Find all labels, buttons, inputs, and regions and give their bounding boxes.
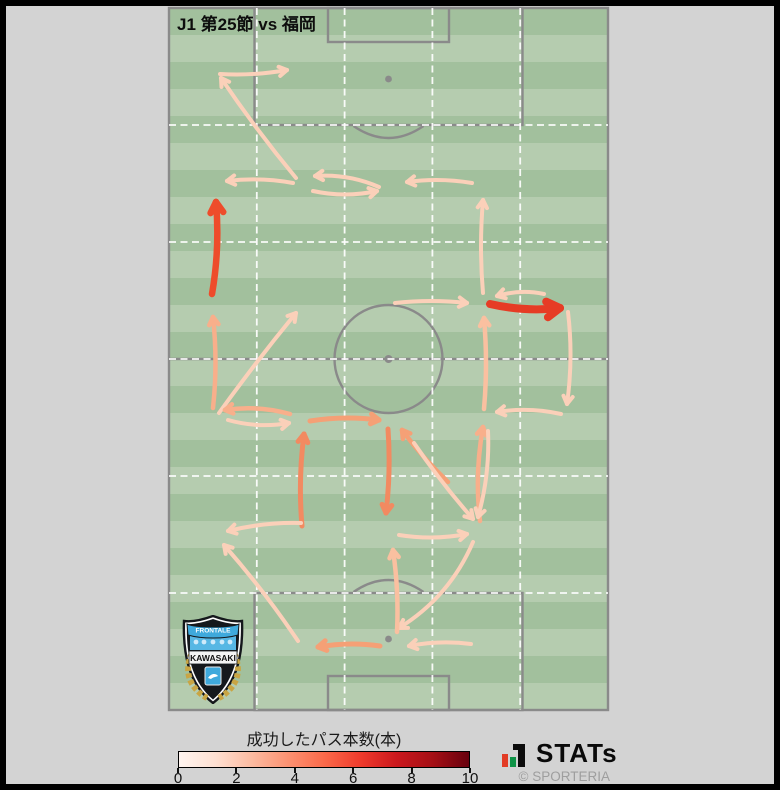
pass-arrow [475, 198, 489, 295]
colorbar-tick [410, 768, 413, 773]
pass-arrow [219, 76, 298, 180]
pass-arrow [495, 287, 546, 301]
pass-arrow [561, 310, 575, 406]
pass-arrows [206, 64, 575, 653]
laurel-left [185, 651, 209, 701]
pass-arrow [407, 637, 473, 652]
pass-arrow [295, 431, 311, 529]
colorbar-tick [235, 768, 238, 773]
pass-arrow [225, 173, 295, 187]
pass-arrow [486, 297, 564, 322]
pass-arrow [311, 186, 379, 200]
pass-arrow [226, 417, 291, 431]
pass-arrow [473, 429, 491, 519]
colorbar [178, 751, 470, 768]
crest-ribbon-text: FRONTALE [196, 628, 232, 635]
colorbar-tick-label: 10 [461, 770, 479, 787]
pass-arrow [405, 174, 474, 188]
pass-arrow [477, 315, 492, 412]
colorbar-tick [293, 768, 296, 773]
colorbar-tick-label: 2 [232, 770, 241, 787]
sporteria-copyright: © SPORTERIA [518, 769, 610, 784]
colorbar-tick [177, 768, 179, 773]
pass-arrow [397, 540, 475, 630]
pass-arrow [307, 411, 382, 427]
chart-title: J1 第25節 vs 福岡 [177, 15, 316, 34]
crest-ribbon [186, 623, 240, 639]
pass-arrow [222, 402, 293, 417]
pass-arrow [217, 311, 298, 415]
pass-arrow [379, 426, 395, 516]
laurel-right [217, 651, 241, 701]
pass-arrow [495, 404, 563, 418]
pass-arrow [315, 638, 383, 653]
pitch-stripes [169, 8, 608, 711]
colorbar-tick-label: 0 [173, 770, 183, 787]
pass-arrow [207, 198, 227, 298]
colorbar-tick [352, 768, 355, 773]
colorbar-tick-label: 4 [290, 770, 299, 787]
pass-arrow [206, 314, 221, 411]
legend-title: 成功したパス本数(本) [246, 732, 402, 749]
pass-arrow [397, 528, 469, 543]
stats-bar-icon [502, 744, 525, 767]
kawasaki-frontale-crest: FRONTALE KAWASAKI [182, 615, 244, 704]
pass-arrow [412, 441, 475, 521]
colorbar-tick-label: 8 [407, 770, 416, 787]
dolphin-icon [208, 673, 218, 679]
colorbar-tick [469, 768, 471, 773]
pass-arrow [226, 520, 303, 536]
stats-logo: STATs [502, 738, 617, 770]
crest-name-text: KAWASAKI [190, 653, 236, 663]
pass-arrow [313, 168, 381, 189]
stats-wordmark: STATs [536, 738, 618, 768]
pass-arrow [387, 547, 401, 635]
crest-name-band [188, 650, 238, 665]
pass-arrow [222, 543, 300, 643]
colorbar-tick-label: 6 [349, 770, 358, 787]
pass-arrow [218, 64, 289, 78]
pass-arrow [393, 295, 469, 309]
